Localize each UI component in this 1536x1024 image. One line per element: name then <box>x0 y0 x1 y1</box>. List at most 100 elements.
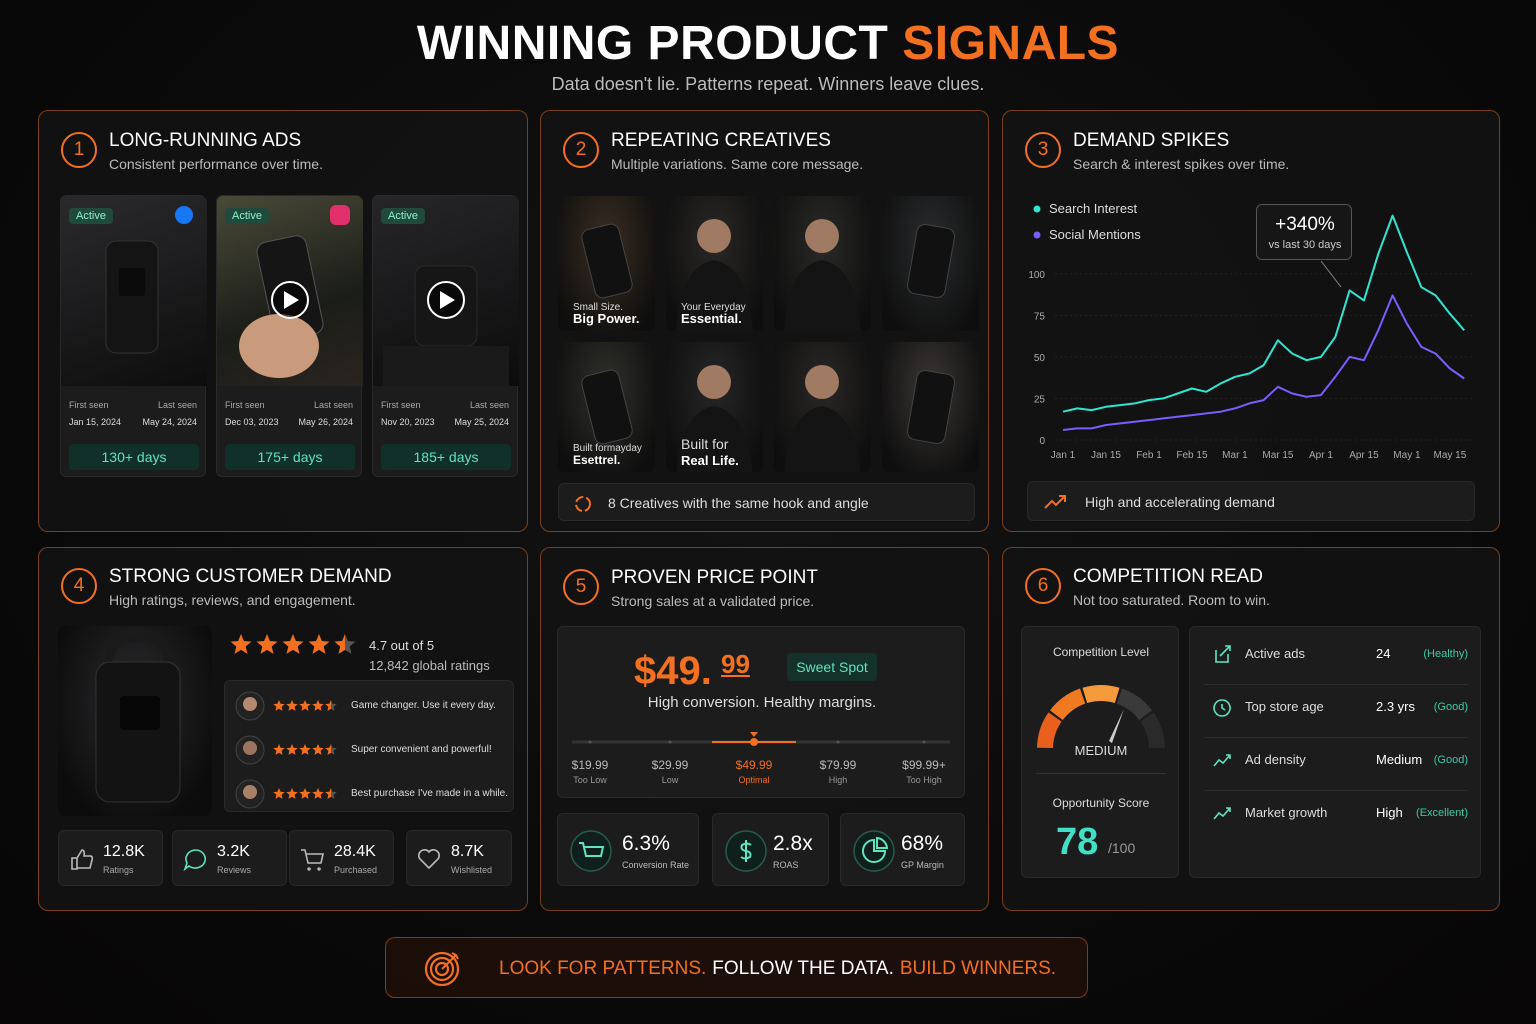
graphic <box>239 205 350 378</box>
metric-box: 68% GP Margin <box>840 813 965 886</box>
duration: 185+ days <box>381 444 511 470</box>
stat-box: 3.2K Reviews <box>172 830 287 886</box>
graphic <box>725 830 767 872</box>
graphic <box>273 788 337 799</box>
stat-value: 8.7K <box>451 843 484 860</box>
star <box>312 788 324 799</box>
gauge-box: Competition Level MEDIUM Opportunity Score… <box>1021 626 1179 878</box>
footer-text: 8 Creatives with the same hook and angle <box>608 495 869 511</box>
trend-icon <box>1044 495 1066 509</box>
scale-label: Too High <box>906 775 942 785</box>
gauge-segment <box>1037 712 1062 749</box>
panel-title: COMPETITION READ <box>1073 566 1264 587</box>
repeat-icon <box>575 496 591 512</box>
slider-dot <box>668 740 672 744</box>
creative-tile <box>882 196 979 331</box>
last-seen-label: Last seen <box>157 400 197 410</box>
scale-price: $99.99+ <box>902 758 946 772</box>
caption-big: Big Power. <box>573 311 640 326</box>
graphic <box>230 634 356 654</box>
callout: +340% vs last 30 days <box>1256 204 1352 260</box>
row-label: Top store age <box>1245 699 1324 714</box>
y-tick-label: 75 <box>1034 311 1046 322</box>
caption-big: Essential. <box>681 311 742 326</box>
review-text: Best purchase I've made in a while. <box>351 788 508 799</box>
graphic <box>1037 685 1165 749</box>
review-box: Game changer. Use it every day. Super con… <box>224 680 514 812</box>
graphic <box>105 206 193 354</box>
scale-price: $79.99 <box>819 758 857 772</box>
graphic <box>235 735 265 765</box>
callout-label: vs last 30 days <box>1268 239 1342 251</box>
row-value: Medium <box>1376 752 1423 767</box>
panel-demand-spikes: 3 DEMAND SPIKES Search & interest spikes o… <box>1002 110 1500 532</box>
banner-part: BUILD WINNERS. <box>899 958 1057 979</box>
title-accent: SIGNALS <box>902 17 1120 70</box>
row-label: Ad density <box>1245 752 1306 767</box>
panel-competition: 6 COMPETITION READ Not too saturated. Room… <box>1002 547 1500 911</box>
metric-value: 6.3% <box>622 832 670 855</box>
graphic <box>273 700 337 711</box>
target-ring <box>429 956 455 982</box>
device <box>95 661 181 803</box>
device <box>581 223 633 299</box>
caption-small: Built formayday <box>573 443 642 454</box>
price-box: $49. 99 Sweet Spot High conversion. Healthy… <box>557 626 965 798</box>
status-badge: Active <box>381 208 425 224</box>
stat-box: 28.4K Purchased <box>289 830 394 886</box>
graphic <box>418 849 440 870</box>
ad-image <box>217 196 363 386</box>
row-label: Active ads <box>1245 646 1305 661</box>
slider-dot <box>922 740 926 744</box>
first-seen: Nov 20, 2023 <box>381 417 435 427</box>
avatar-face <box>243 697 257 711</box>
stat-label: Ratings <box>103 865 134 875</box>
person-head <box>805 365 839 399</box>
row-value: 2.3 yrs <box>1376 699 1416 714</box>
legend-dot <box>1033 205 1041 213</box>
graphic <box>301 849 324 871</box>
row-icon <box>1213 699 1231 717</box>
stat-label: Reviews <box>217 865 252 875</box>
hand <box>239 314 319 378</box>
panel-subtitle: Multiple variations. Same core message. <box>611 156 864 172</box>
graphic <box>71 849 94 870</box>
banner-part: FOLLOW THE DATA. <box>712 958 894 979</box>
banner: LOOK FOR PATTERNS. FOLLOW THE DATA. BUILD … <box>385 937 1088 998</box>
graphic <box>1215 645 1231 663</box>
metric-value: 2.8x <box>773 832 813 855</box>
status-badge: Active <box>69 208 113 224</box>
callout-value: +340% <box>1275 214 1335 235</box>
ad-image <box>61 196 207 386</box>
gauge-segment <box>1140 712 1165 749</box>
star <box>312 744 324 755</box>
star <box>299 700 311 711</box>
y-tick-label: 50 <box>1034 353 1046 364</box>
divider <box>1036 773 1166 774</box>
x-tick-label: Mar 1 <box>1222 450 1248 461</box>
star <box>308 634 330 654</box>
row-rating: (Good) <box>1433 754 1468 766</box>
star-half <box>325 744 331 755</box>
step-number: 5 <box>563 569 599 605</box>
caption-big: Real Life. <box>681 453 739 468</box>
platform-icon <box>487 206 505 224</box>
x-tick-label: Mar 15 <box>1262 450 1294 461</box>
panel-subtitle: Consistent performance over time. <box>109 156 323 172</box>
row-divider <box>1204 790 1468 791</box>
platform-icon <box>175 206 193 224</box>
target-ring <box>424 951 460 987</box>
status-badge: Active <box>225 208 269 224</box>
screen <box>119 268 145 296</box>
star <box>312 700 324 711</box>
tagline: High conversion. Healthy margins. <box>647 694 877 711</box>
first-seen-label: First seen <box>381 400 421 410</box>
first-seen: Jan 15, 2024 <box>69 417 122 427</box>
graphic <box>1213 754 1231 767</box>
gauge-segment <box>1116 688 1152 721</box>
person-head <box>697 219 731 253</box>
panel-long-running-ads: 1 LONG-RUNNING ADS Consistent performance … <box>38 110 528 532</box>
callout-pointer <box>1320 260 1342 288</box>
graphic <box>570 830 612 872</box>
